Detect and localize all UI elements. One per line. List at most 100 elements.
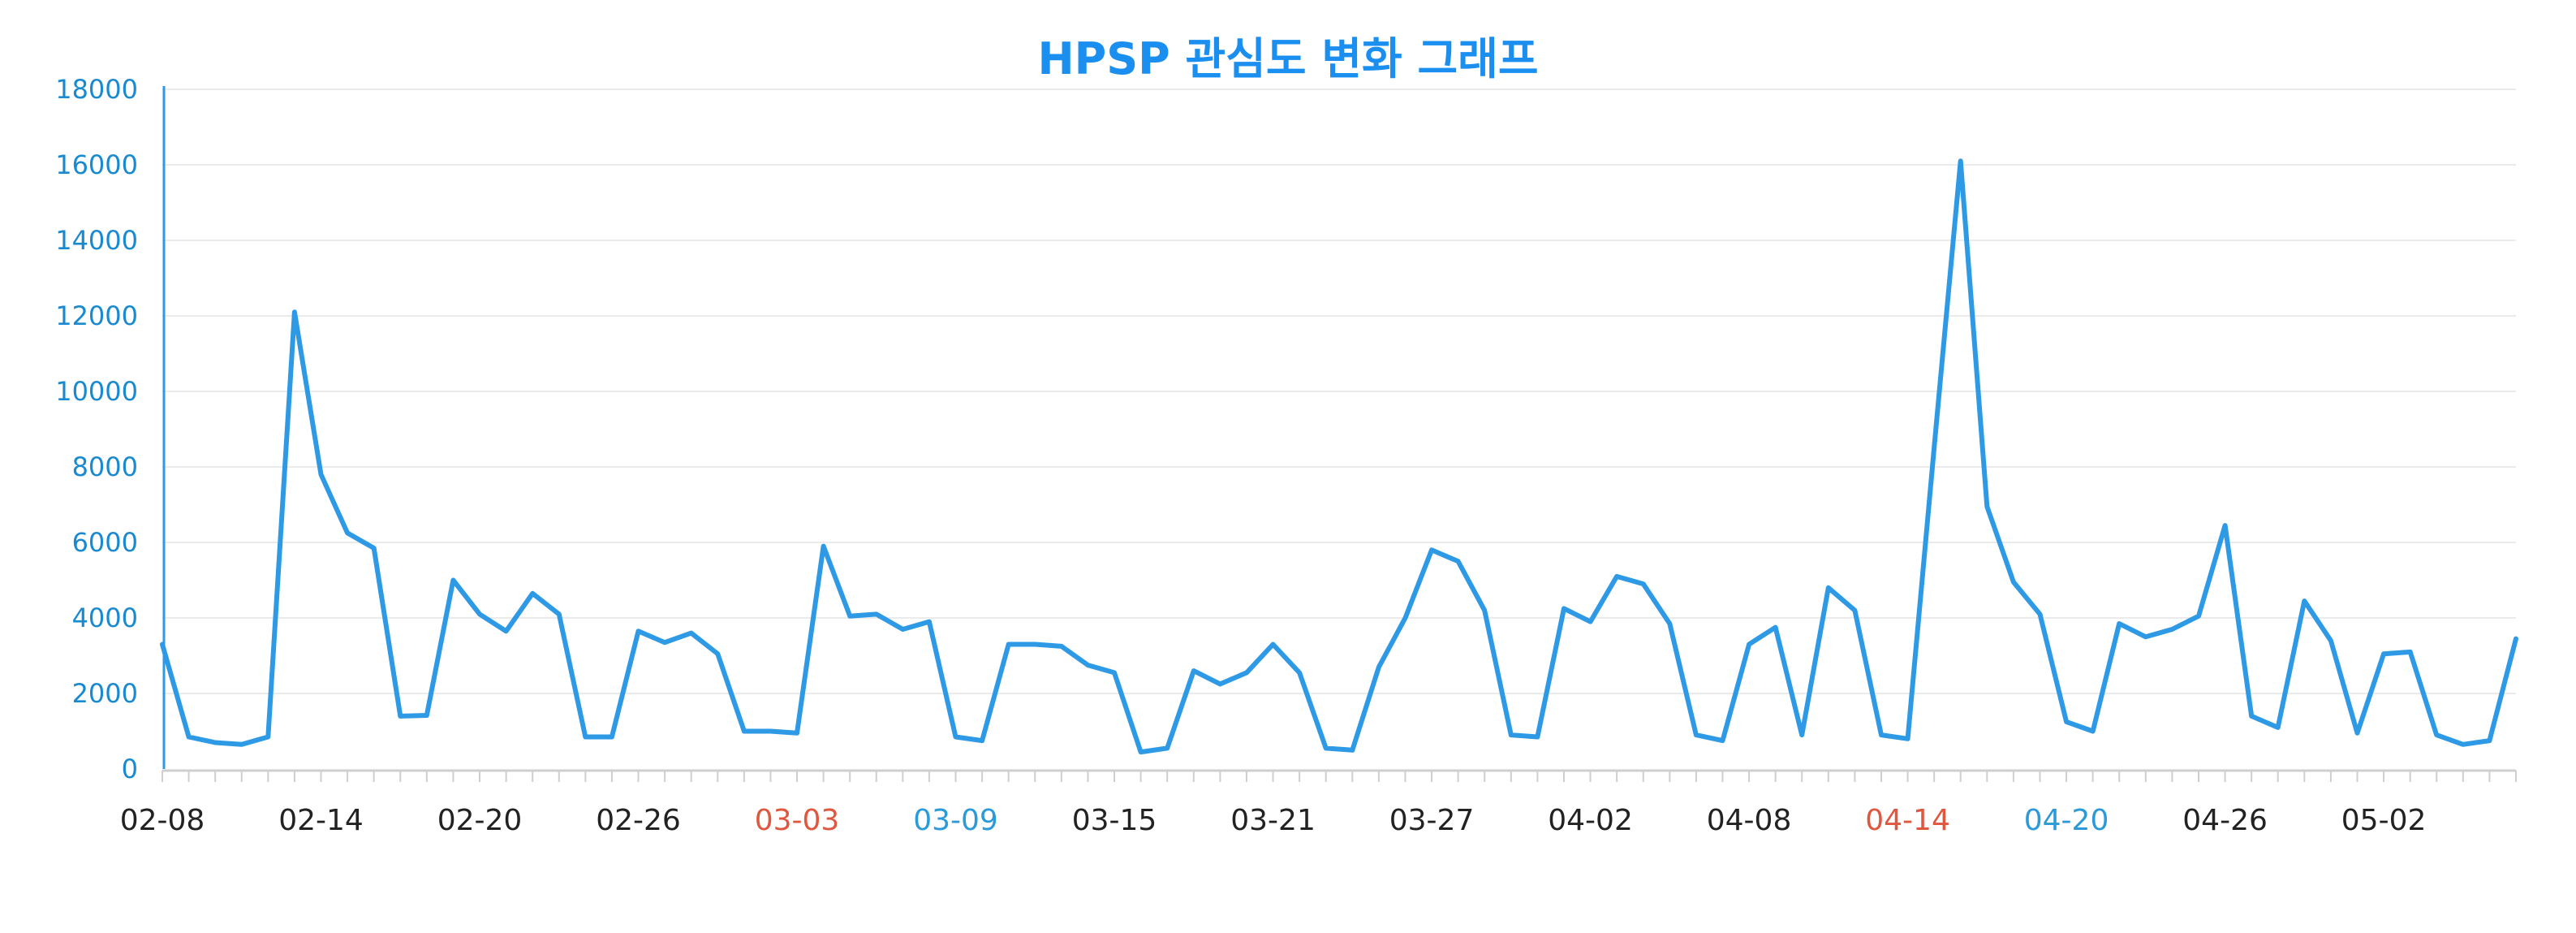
data-point bbox=[821, 544, 826, 549]
data-point bbox=[1773, 625, 1778, 630]
x-tick-label: 03-09 bbox=[913, 804, 998, 837]
data-point bbox=[2328, 638, 2333, 643]
data-point bbox=[1191, 668, 1196, 673]
y-tick-label: 10000 bbox=[55, 376, 138, 407]
data-point bbox=[2064, 719, 2069, 724]
data-point bbox=[1641, 581, 1646, 586]
data-point bbox=[1217, 681, 1222, 686]
data-point bbox=[213, 740, 218, 745]
data-point bbox=[1429, 547, 1434, 552]
data-point bbox=[1906, 736, 1910, 741]
data-point bbox=[847, 614, 852, 619]
y-tick-label: 4000 bbox=[72, 603, 138, 633]
data-point bbox=[239, 742, 244, 747]
data-point bbox=[1932, 446, 1936, 451]
y-tick-label: 0 bbox=[122, 754, 138, 784]
data-point bbox=[2169, 627, 2174, 632]
data-point bbox=[1958, 158, 1963, 163]
data-point bbox=[1482, 608, 1487, 613]
data-point bbox=[1694, 732, 1699, 737]
data-point bbox=[2117, 621, 2122, 626]
data-point bbox=[689, 631, 694, 636]
series-line bbox=[160, 158, 2518, 755]
data-point bbox=[583, 734, 588, 739]
data-point bbox=[1271, 642, 1276, 647]
data-point bbox=[2408, 650, 2413, 654]
x-tick-label: 02-08 bbox=[120, 804, 205, 837]
data-point bbox=[874, 611, 879, 616]
data-point bbox=[662, 640, 667, 645]
y-tick-label: 8000 bbox=[72, 451, 138, 482]
data-point bbox=[715, 651, 720, 656]
data-point bbox=[1376, 664, 1381, 669]
data-point bbox=[2487, 738, 2492, 743]
data-point bbox=[2091, 729, 2096, 734]
data-point bbox=[1720, 738, 1725, 743]
data-point bbox=[187, 734, 192, 739]
data-point bbox=[2381, 651, 2386, 656]
chart-title: HPSP 관심도 변화 그래프 bbox=[1037, 33, 1539, 84]
data-point bbox=[2223, 523, 2228, 528]
x-tick-label: 02-14 bbox=[278, 804, 364, 837]
data-point bbox=[1984, 504, 1989, 509]
x-tick-label: 02-20 bbox=[437, 804, 523, 837]
data-point bbox=[1032, 642, 1037, 647]
data-point bbox=[900, 627, 905, 632]
data-point bbox=[1852, 608, 1857, 613]
data-point bbox=[1297, 670, 1302, 675]
x-tick-label: 03-27 bbox=[1389, 804, 1475, 837]
data-point bbox=[292, 309, 297, 314]
data-point bbox=[1350, 748, 1355, 753]
x-tick-label: 05-02 bbox=[2341, 804, 2427, 837]
data-point bbox=[1826, 585, 1831, 590]
data-point bbox=[1509, 732, 1514, 737]
data-point bbox=[2276, 725, 2281, 730]
data-point bbox=[2302, 598, 2307, 603]
data-point bbox=[795, 731, 799, 736]
data-point bbox=[1324, 745, 1329, 750]
data-point bbox=[1879, 732, 1884, 737]
y-tick-label: 14000 bbox=[55, 225, 138, 256]
x-tick-label: 02-26 bbox=[596, 804, 681, 837]
x-tick-label: 03-21 bbox=[1230, 804, 1316, 837]
data-point bbox=[450, 578, 455, 583]
data-point bbox=[1799, 732, 1804, 737]
x-tick-label: 04-14 bbox=[1865, 804, 1950, 837]
data-point bbox=[1085, 663, 1090, 667]
data-point bbox=[477, 611, 482, 616]
data-point bbox=[1588, 620, 1593, 624]
y-tick-label: 16000 bbox=[55, 149, 138, 180]
data-point bbox=[1165, 745, 1170, 750]
data-point bbox=[2249, 714, 2254, 719]
x-tick-label: 04-26 bbox=[2182, 804, 2268, 837]
data-point bbox=[160, 642, 165, 647]
data-point bbox=[372, 546, 377, 551]
data-point bbox=[2196, 614, 2201, 619]
data-point bbox=[2037, 611, 2042, 616]
data-point bbox=[1139, 749, 1144, 754]
data-point bbox=[424, 713, 429, 718]
data-point bbox=[1112, 670, 1117, 675]
y-tick-label: 12000 bbox=[55, 300, 138, 331]
data-point bbox=[1059, 644, 1064, 649]
x-tick-label: 04-08 bbox=[1707, 804, 1792, 837]
data-point bbox=[2514, 637, 2518, 641]
data-point bbox=[742, 729, 747, 734]
data-point bbox=[398, 714, 403, 719]
data-point bbox=[1614, 574, 1619, 579]
x-tick-label: 04-20 bbox=[2024, 804, 2109, 837]
data-point bbox=[2143, 634, 2148, 639]
data-point bbox=[2434, 732, 2439, 737]
data-point bbox=[1402, 616, 1407, 620]
data-point bbox=[2354, 731, 2359, 736]
data-point bbox=[768, 729, 773, 734]
data-point bbox=[927, 620, 932, 624]
data-point bbox=[530, 591, 535, 596]
data-point bbox=[345, 530, 350, 535]
x-tick-label: 04-02 bbox=[1548, 804, 1633, 837]
x-tick-label: 03-03 bbox=[755, 804, 840, 837]
data-point bbox=[557, 611, 562, 616]
data-point bbox=[954, 734, 958, 739]
